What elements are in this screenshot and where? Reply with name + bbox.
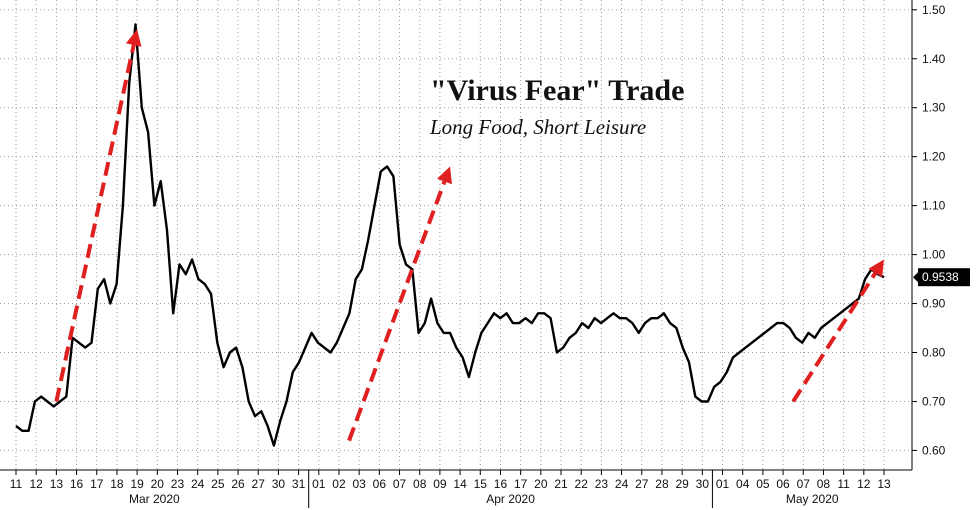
x-tick-label: 01 — [312, 477, 326, 491]
grid — [0, 0, 912, 470]
x-tick-label: 27 — [635, 477, 649, 491]
x-tick-label: 25 — [211, 477, 225, 491]
x-tick-label: 23 — [595, 477, 609, 491]
y-tick-label: 1.20 — [922, 150, 946, 164]
month-label: Mar 2020 — [129, 492, 180, 506]
trend-arrow-shaft — [347, 180, 447, 442]
chart-subtitle: Long Food, Short Leisure — [429, 115, 646, 139]
x-tick-label: 19 — [130, 477, 144, 491]
month-label: May 2020 — [786, 492, 839, 506]
y-tick-label: 0.90 — [922, 297, 946, 311]
x-tick-label: 11 — [10, 477, 23, 491]
x-tick-label: 01 — [716, 477, 730, 491]
x-tick-label: 13 — [50, 477, 64, 491]
x-tick-label: 04 — [736, 477, 750, 491]
x-tick-label: 14 — [453, 477, 467, 491]
x-tick-label: 27 — [252, 477, 266, 491]
x-tick-label: 16 — [494, 477, 508, 491]
y-tick-label: 1.40 — [922, 52, 946, 66]
last-value-marker: 0.9538 — [913, 268, 970, 287]
trend-arrow-head — [437, 166, 452, 185]
x-tick-label: 15 — [474, 477, 488, 491]
series-line — [15, 23, 885, 447]
last-value-pointer — [913, 272, 918, 283]
chart-title: "Virus Fear" Trade — [430, 74, 684, 107]
x-tick-label: 17 — [514, 477, 528, 491]
axes — [0, 0, 913, 471]
x-tick-label: 17 — [90, 477, 104, 491]
x-tick-label: 22 — [575, 477, 589, 491]
x-tick-label: 18 — [110, 477, 124, 491]
x-tick-label: 30 — [272, 477, 286, 491]
y-ticks: 1.50 1.40 1.30 1.20 1.10 1.00 0.90 0.80 0.70 0.60 — [912, 3, 946, 457]
x-tick-label: 06 — [373, 477, 387, 491]
x-tick-label: 30 — [696, 477, 710, 491]
trend-arrow-head — [868, 259, 884, 278]
x-tick-label: 11 — [837, 477, 850, 491]
x-tick-label: 20 — [534, 477, 548, 491]
x-tick-label: 05 — [756, 477, 770, 491]
y-tick-label: 1.30 — [922, 101, 946, 115]
x-tick-label: 07 — [393, 477, 407, 491]
x-tick-label: 31 — [292, 477, 306, 491]
x-tick-label: 08 — [413, 477, 427, 491]
y-tick-label: 1.00 — [922, 248, 946, 262]
trend-arrow-shaft — [791, 271, 878, 403]
x-tick-label: 29 — [675, 477, 689, 491]
x-tick-label: 12 — [857, 477, 871, 491]
x-tick-label: 21 — [554, 477, 568, 491]
x-tick-label: 16 — [70, 477, 84, 491]
x-tick-label: 20 — [151, 477, 165, 491]
last-value-box — [918, 268, 970, 287]
x-tick-label: 08 — [817, 477, 831, 491]
y-tick-label: 1.50 — [922, 3, 946, 17]
x-tick-label: 13 — [877, 477, 891, 491]
month-label: Apr 2020 — [486, 492, 535, 506]
x-tick-label: 28 — [655, 477, 669, 491]
month-labels: Mar 2020 Apr 2020 May 2020 — [129, 470, 839, 508]
x-tick-label: 24 — [615, 477, 629, 491]
x-tick-label: 24 — [191, 477, 205, 491]
x-tick-label: 23 — [171, 477, 185, 491]
trend-arrows — [54, 29, 884, 442]
y-tick-label: 0.80 — [922, 346, 946, 360]
y-tick-label: 0.60 — [922, 443, 946, 457]
x-ticks: 11 12 13 16 17 18 19 20 23 24 25 26 27 30 31 01 02 03 06 07… — [10, 470, 891, 491]
x-tick-label: 09 — [433, 477, 447, 491]
x-tick-label: 07 — [797, 477, 811, 491]
x-tick-label: 03 — [352, 477, 366, 491]
x-tick-label: 06 — [776, 477, 790, 491]
trend-arrow-head — [125, 29, 142, 47]
x-tick-label: 12 — [30, 477, 44, 491]
y-tick-label: 0.70 — [922, 394, 946, 408]
x-tick-label: 26 — [231, 477, 245, 491]
trend-arrow-shaft — [54, 44, 136, 402]
last-value-label: 0.9538 — [922, 270, 959, 284]
x-tick-label: 02 — [332, 477, 346, 491]
y-tick-label: 1.10 — [922, 199, 946, 213]
